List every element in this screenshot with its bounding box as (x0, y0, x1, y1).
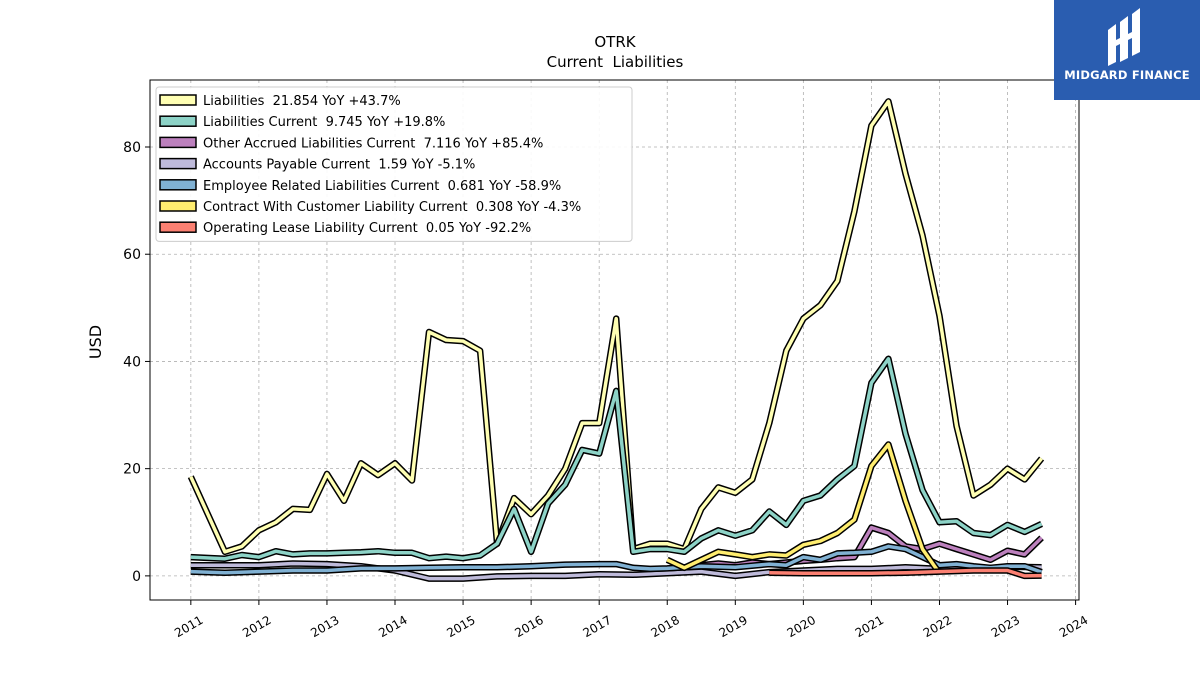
x-tick-label: 2011 (172, 613, 205, 640)
chart-title: OTRK (594, 33, 636, 51)
legend-swatch-4 (159, 179, 197, 191)
legend-label-1: Liabilities Current 9.745 YoY +19.8% (203, 115, 445, 130)
x-tick-label: 2020 (785, 613, 818, 640)
y-axis-label: USD (86, 325, 105, 359)
legend-swatch-5 (159, 200, 197, 212)
legend-swatch-0 (159, 94, 197, 106)
legend-label-0: Liabilities 21.854 YoY +43.7% (203, 94, 401, 109)
brand-name: MIDGARD FINANCE (1064, 68, 1190, 82)
series-line-4 (190, 544, 1043, 575)
legend-box (155, 86, 633, 242)
x-tick-label: 2013 (308, 613, 341, 640)
x-tick-label: 2014 (376, 613, 409, 640)
y-tick-label: 20 (123, 462, 141, 478)
y-tick-label: 0 (132, 569, 141, 585)
y-tick-label: 40 (123, 354, 141, 370)
series-line-0 (189, 99, 1043, 554)
x-tick-label: 2022 (921, 613, 954, 640)
legend-label-2: Other Accrued Liabilities Current 7.116 … (203, 136, 543, 151)
x-tick-label: 2018 (649, 613, 682, 640)
legend-swatch-6 (159, 221, 197, 233)
x-tick-label: 2021 (853, 613, 886, 640)
legend-label-5: Contract With Customer Liability Current… (203, 200, 581, 215)
plot-frame (149, 79, 1080, 601)
chart-subtitle: Current Liabilities (547, 53, 684, 71)
legend-label-6: Operating Lease Liability Current 0.05 Y… (203, 221, 531, 236)
legend-swatch-3 (159, 157, 197, 170)
x-tick-label: 2023 (989, 613, 1022, 640)
x-tick-label: 2017 (580, 613, 613, 640)
grid (150, 80, 1079, 600)
x-tick-label: 2024 (1057, 613, 1090, 640)
legend-swatch-1 (159, 115, 197, 127)
legend-label-3: Accounts Payable Current 1.59 YoY -5.1% (203, 158, 475, 173)
series-line-5 (666, 442, 941, 575)
legend-swatch-2 (159, 136, 197, 149)
series-line-1 (190, 357, 1043, 561)
x-tick-label: 2015 (444, 613, 477, 640)
y-tick-label: 60 (123, 247, 141, 263)
series-line-6 (769, 568, 1042, 578)
x-tick-label: 2012 (240, 613, 273, 640)
legend: Liabilities 21.854 YoY +43.7% Liabilities… (155, 86, 633, 242)
brand-logo: MIDGARD FINANCE (1054, 0, 1200, 100)
series-line-3 (190, 561, 1042, 581)
y-tick-label: 80 (123, 140, 141, 156)
brand-mark-icon (1108, 8, 1140, 66)
x-tick-label: 2016 (512, 613, 545, 640)
series-layer (187, 98, 1045, 582)
legend-label-4: Employee Related Liabilities Current 0.6… (203, 179, 561, 194)
x-tick-label: 2019 (717, 613, 750, 640)
